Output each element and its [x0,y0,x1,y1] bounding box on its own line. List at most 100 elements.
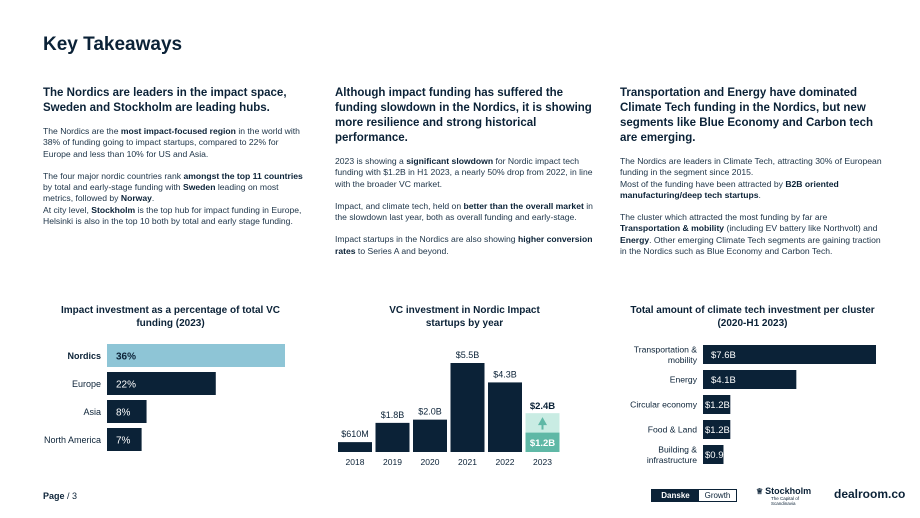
data-label: $5.5B [456,350,480,360]
emphasis-text: B2B oriented manufacturing/deep tech sta… [620,178,839,200]
data-label: $1.2B [530,438,555,449]
body-text: to Series A and beyond. [355,245,449,256]
category-label-line: Building & [658,444,697,454]
bar [703,420,731,439]
data-label: $1.2B [705,425,730,436]
page-number-value: / 3 [67,491,78,501]
takeaway-heading: The Nordics are leaders in the impact sp… [43,87,287,114]
body-text: for Nordic impact tech funding with $1.2… [335,156,593,189]
stockholm-logo-subtitle: The Capital of Scandinavia [771,496,800,506]
category-label: Building & infrastructure [647,444,697,465]
data-label: $0.9B [705,450,730,461]
emphasis-text: higher conversion rates [335,234,593,256]
body-text: (including EV battery like Northvolt) an… [724,223,878,234]
danske-growth-logo: Danske Growth [651,489,737,502]
bar [525,432,560,452]
bar [703,345,876,364]
bar [703,445,724,464]
page-label: Page [43,491,65,501]
chart-title-impact-share: Impact investment as a percentage of tot… [61,305,280,329]
takeaway-paragraph: The Nordics are leaders in Climate Tech,… [620,156,882,201]
body-text: by total and early-stage funding with [43,182,183,193]
takeaway-paragraph: The Nordics are the most impact-focused … [43,126,303,160]
emphasis-text: amongst the top 11 countries [183,170,303,181]
dealroom-logo: dealroom.co [834,487,906,501]
emphasis-text: better than the overall market [463,200,584,211]
bar [338,442,372,452]
takeaway-body: The Nordics are the most impact-focused … [43,126,303,227]
stockholm-logo: ♕ Stockholm The Capital of Scandinavia [756,486,820,506]
x-tick-label: 2019 [383,457,402,467]
category-label: Energy [670,375,698,385]
emphasis-text: most impact-focused region [120,126,236,136]
vc-by-year-chart: $610M 2018 $1.8B 2019 $2.0B 2020 $5.5B 2021 $4.3… [338,350,560,467]
takeaway-paragraph: The four major nordic countries rank amo… [43,171,303,227]
takeaway-paragraph: 2023 is showing a significant slowdown f… [335,156,593,190]
danske-logo-text: Danske [652,490,699,501]
x-tick-label: 2020 [421,457,440,467]
category-label-line: Energy [670,375,698,385]
body-text: Impact, and climate tech, held on [335,200,464,211]
takeaway-body: 2023 is showing a significant slowdown f… [335,156,593,257]
category-label-line: Transportation & [634,344,697,354]
crown-icon: ♕ [756,486,764,496]
takeaway-column-1: The Nordics are leaders in the impact sp… [43,86,303,227]
bar [450,363,485,452]
data-label: $4.3B [493,369,517,379]
takeaway-heading: Although impact funding has suffered the… [335,87,592,144]
body-text: Impact startups in the Nordics are also … [335,234,518,245]
takeaway-column-3: Transportation and Energy have dominated… [620,86,882,257]
bar [107,344,285,367]
body-text: The Nordics are leaders in Climate Tech,… [620,156,882,178]
x-tick-label: 2022 [496,457,515,467]
body-text: The four major nordic countries rank [43,170,184,181]
bar [703,395,731,414]
emphasis-text: Norway [120,193,152,204]
category-label: Circular economy [630,400,698,410]
emphasis-text: Transportation & mobility [620,223,725,234]
growth-logo-text: Growth [704,491,731,500]
x-tick-label: 2023 [533,457,552,467]
bar [107,400,147,423]
arrow-head-icon [538,417,547,426]
page-number: Page / 3 [43,491,77,501]
data-label: 8% [116,408,131,419]
emphasis-text: Stockholm [91,204,136,215]
body-text: . Other emerging Climate Tech segments a… [620,234,881,257]
data-label: $1.2B [705,400,730,411]
data-label: 36% [116,352,136,363]
takeaway-column-2: Although impact funding has suffered the… [335,86,593,257]
takeaway-paragraph: Impact startups in the Nordics are also … [335,234,593,257]
climate-cluster-chart: Transportation & mobility $7.6B Energy $4.1B… [630,344,876,465]
body-text: 2023 is showing a [335,156,407,166]
bar [703,370,797,389]
emphasis-text: significant slowdown [406,156,494,166]
takeaway-paragraph: Impact, and climate tech, held on better… [335,201,593,224]
bar [413,419,447,452]
category-label: Europe [72,379,101,389]
bar [107,372,216,395]
data-label: $4.1B [711,375,736,386]
category-label: Food & Land [648,425,697,435]
body-text: leading on most metrics, followed by [43,182,279,204]
body-text: The Nordics are the [43,126,121,136]
body-text: . [758,189,761,200]
takeaway-paragraph: The cluster which attracted the most fun… [620,212,882,257]
body-text: The cluster which attracted the most fun… [620,212,828,223]
impact-share-chart: Nordics 36% Europe 22% Asia 8% North America 7% [44,344,285,451]
bar [488,382,522,452]
takeaway-body: The Nordics are leaders in Climate Tech,… [620,156,882,257]
category-label-line: Circular economy [630,400,698,410]
data-label: 22% [116,380,136,391]
category-label: Asia [83,407,101,417]
body-text: in the slowdown last year, both as overa… [335,200,593,223]
chart-title-climate-cluster: Total amount of climate tech investment … [630,305,875,329]
x-tick-label: 2018 [346,457,365,467]
body-text: At city level, [43,204,92,215]
data-label: $610M [341,429,369,439]
category-label-line: infrastructure [647,455,697,465]
emphasis-text: Sweden [182,182,216,193]
category-label: North America [44,435,101,445]
category-label-line: mobility [668,355,698,365]
bar [107,428,142,451]
